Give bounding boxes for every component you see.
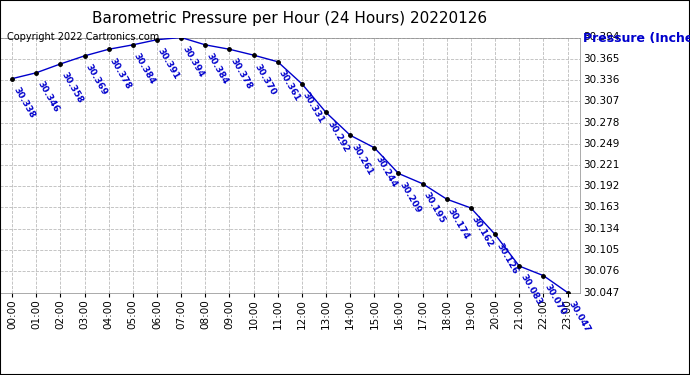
Text: 30.307: 30.307: [583, 96, 620, 106]
Text: 30.261: 30.261: [349, 142, 375, 177]
Text: 30.384: 30.384: [204, 52, 230, 86]
Text: 30.384: 30.384: [132, 52, 157, 86]
Text: 30.126: 30.126: [494, 242, 520, 276]
Text: 30.134: 30.134: [583, 224, 620, 234]
Text: 30.221: 30.221: [583, 160, 620, 170]
Text: 30.244: 30.244: [373, 154, 399, 189]
Text: 30.076: 30.076: [583, 266, 620, 276]
Text: 30.163: 30.163: [583, 202, 620, 212]
Text: 30.394: 30.394: [583, 33, 620, 42]
Text: 30.378: 30.378: [228, 56, 254, 91]
Text: Pressure (Inches/Hg): Pressure (Inches/Hg): [583, 32, 690, 45]
Text: 30.278: 30.278: [583, 118, 620, 128]
Text: 30.105: 30.105: [583, 245, 620, 255]
Text: 30.358: 30.358: [59, 71, 85, 105]
Text: Barometric Pressure per Hour (24 Hours) 20220126: Barometric Pressure per Hour (24 Hours) …: [92, 11, 487, 26]
Text: 30.361: 30.361: [277, 69, 302, 103]
Text: 30.369: 30.369: [83, 63, 109, 97]
Text: 30.047: 30.047: [566, 300, 592, 334]
Text: 30.336: 30.336: [583, 75, 620, 85]
Text: 30.378: 30.378: [108, 56, 133, 91]
Text: 30.391: 30.391: [156, 46, 181, 81]
Text: 30.394: 30.394: [180, 45, 206, 79]
Text: 30.370: 30.370: [253, 62, 278, 96]
Text: 30.292: 30.292: [325, 119, 351, 154]
Text: 30.070: 30.070: [542, 282, 567, 317]
Text: Copyright 2022 Cartronics.com: Copyright 2022 Cartronics.com: [7, 32, 159, 42]
Text: 30.338: 30.338: [11, 86, 37, 120]
Text: 30.174: 30.174: [446, 206, 471, 241]
Text: 30.331: 30.331: [301, 91, 326, 125]
Text: 30.162: 30.162: [470, 215, 495, 249]
Text: 30.346: 30.346: [35, 80, 61, 114]
Text: 30.047: 30.047: [583, 288, 620, 297]
Text: 30.365: 30.365: [583, 54, 620, 64]
Text: 30.083: 30.083: [518, 273, 543, 307]
Text: 30.209: 30.209: [397, 180, 423, 215]
Text: 30.192: 30.192: [583, 181, 620, 191]
Text: 30.249: 30.249: [583, 139, 620, 149]
Text: 30.195: 30.195: [422, 190, 447, 225]
